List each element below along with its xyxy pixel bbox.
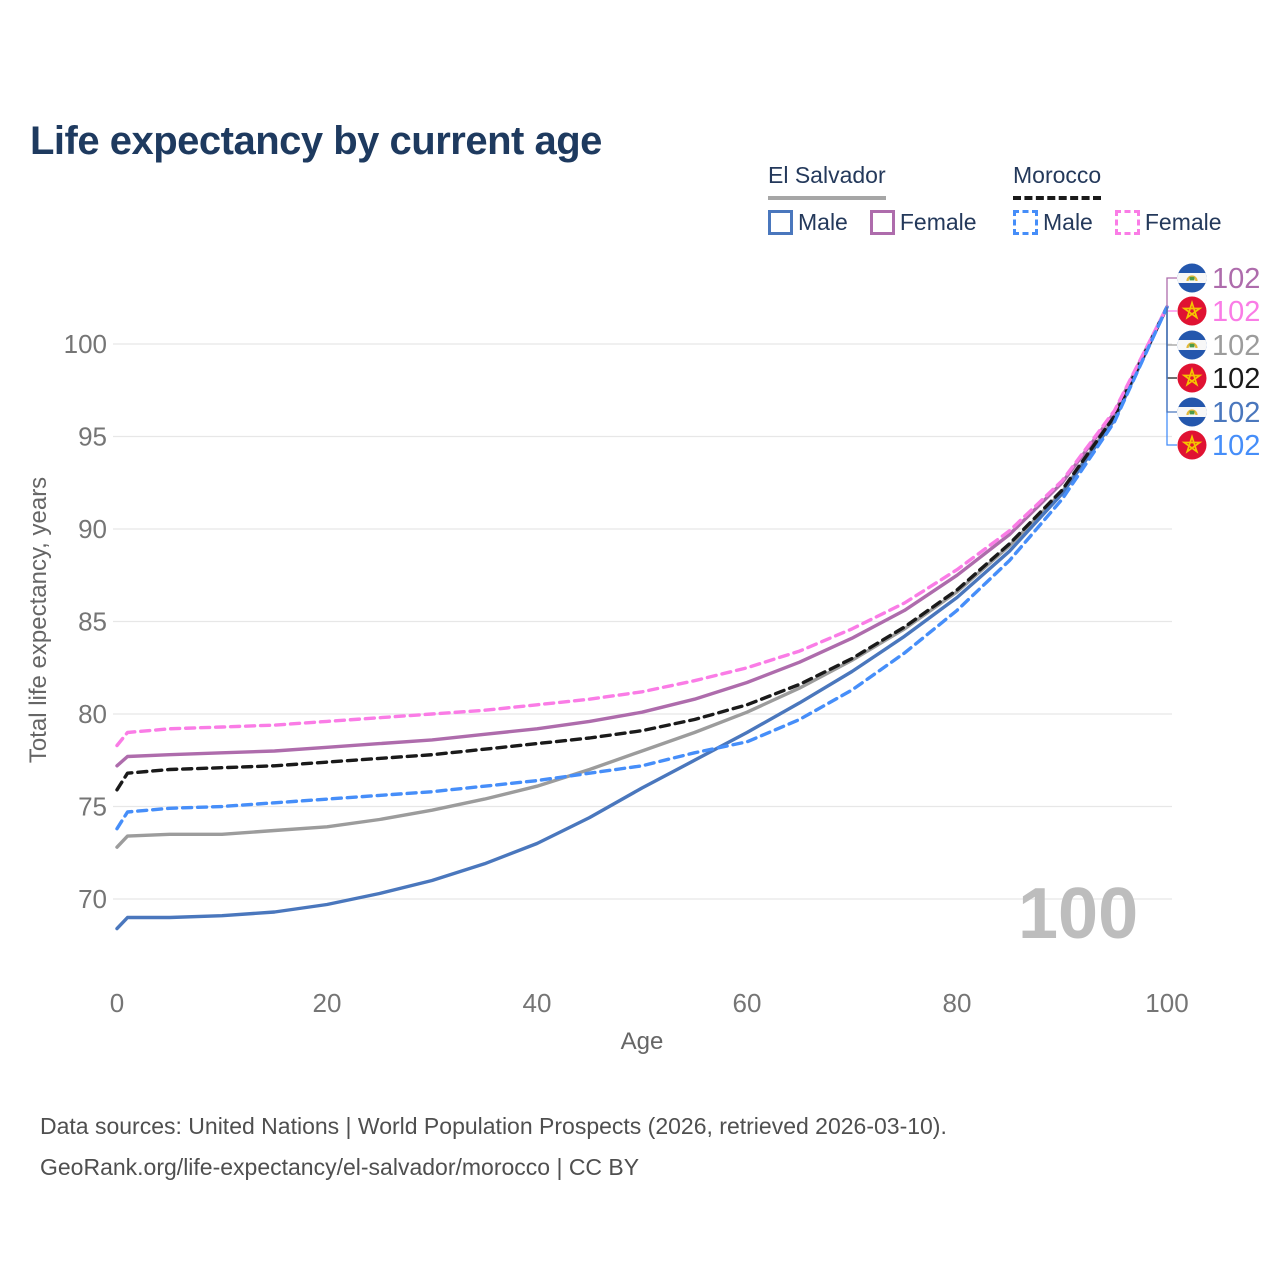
- end-value-label: 102: [1212, 430, 1260, 462]
- y-axis-title: Total life expectancy, years: [25, 477, 52, 763]
- x-tick-label: 0: [110, 988, 124, 1018]
- legend-item-morocco-female[interactable]: Female: [1114, 209, 1222, 236]
- legend-item-label: Female: [1144, 209, 1222, 235]
- legend-country-label: El Salvador: [768, 162, 886, 200]
- y-tick-label: 85: [78, 607, 107, 637]
- data-sources-text: Data sources: United Nations | World Pop…: [40, 1113, 947, 1139]
- morocco-flag-icon: [1177, 430, 1207, 460]
- x-tick-label: 100: [1145, 988, 1188, 1018]
- y-tick-label: 80: [78, 699, 107, 729]
- series-line-el-salvador-female: [115, 305, 1169, 768]
- legend-item-el-salvador-male[interactable]: Male: [768, 209, 848, 236]
- legend-item-label: Male: [1043, 209, 1093, 235]
- x-tick-label: 80: [943, 988, 972, 1018]
- end-label-connector: [1166, 307, 1177, 413]
- legend-group-morocco: Morocco Male Female: [1013, 162, 1222, 236]
- legend-item-el-salvador-female[interactable]: Female: [869, 209, 977, 236]
- legend-item-label: Female: [899, 209, 977, 235]
- el-salvador-flag-icon: [1177, 263, 1207, 293]
- end-value-label: 102: [1212, 263, 1260, 295]
- legend-item-label: Male: [798, 209, 848, 235]
- end-value-label: 102: [1212, 363, 1260, 395]
- x-axis-title: Age: [621, 1028, 664, 1055]
- x-tick-label: 20: [313, 988, 342, 1018]
- series-line-morocco: [115, 305, 1169, 792]
- y-tick-label: 75: [78, 792, 107, 822]
- watermark-text: 100: [1018, 874, 1138, 954]
- el-salvador-flag-icon: [1177, 330, 1207, 360]
- legend-swatch-icon: [869, 210, 895, 235]
- morocco-flag-icon: [1177, 296, 1207, 326]
- end-label-connector: [1166, 307, 1177, 379]
- y-tick-label: 70: [78, 884, 107, 914]
- end-label-connector: [1166, 307, 1177, 446]
- legend-swatch-icon: [1114, 210, 1140, 235]
- x-tick-label: 40: [523, 988, 552, 1018]
- el-salvador-flag-icon: [1177, 397, 1207, 427]
- legend-swatch-icon: [768, 210, 793, 235]
- series-line-morocco-female: [115, 305, 1169, 748]
- y-tick-label: 95: [78, 422, 107, 452]
- legend-country-label: Morocco: [1013, 162, 1102, 200]
- legend-item-morocco-male[interactable]: Male: [1013, 209, 1093, 236]
- attribution-text: GeoRank.org/life-expectancy/el-salvador/…: [40, 1154, 640, 1180]
- page-title: Life expectancy by current age: [30, 118, 602, 163]
- legend-swatch-icon: [1013, 210, 1038, 235]
- end-label-connector: [1166, 277, 1177, 307]
- chart-footer: Data sources: United Nations | World Pop…: [40, 1106, 947, 1188]
- end-label-connector: [1166, 307, 1177, 346]
- morocco-flag-icon: [1177, 363, 1207, 393]
- end-value-label: 102: [1212, 397, 1260, 429]
- y-tick-label: 100: [64, 329, 107, 359]
- end-value-label: 102: [1212, 296, 1260, 328]
- series-line-el-salvador-male: [115, 305, 1169, 931]
- legend-group-el-salvador: El Salvador Male Female: [768, 162, 977, 236]
- series-line-morocco-male: [115, 305, 1169, 831]
- end-value-label: 102: [1212, 330, 1260, 362]
- x-tick-label: 60: [733, 988, 762, 1018]
- y-tick-label: 90: [78, 514, 107, 544]
